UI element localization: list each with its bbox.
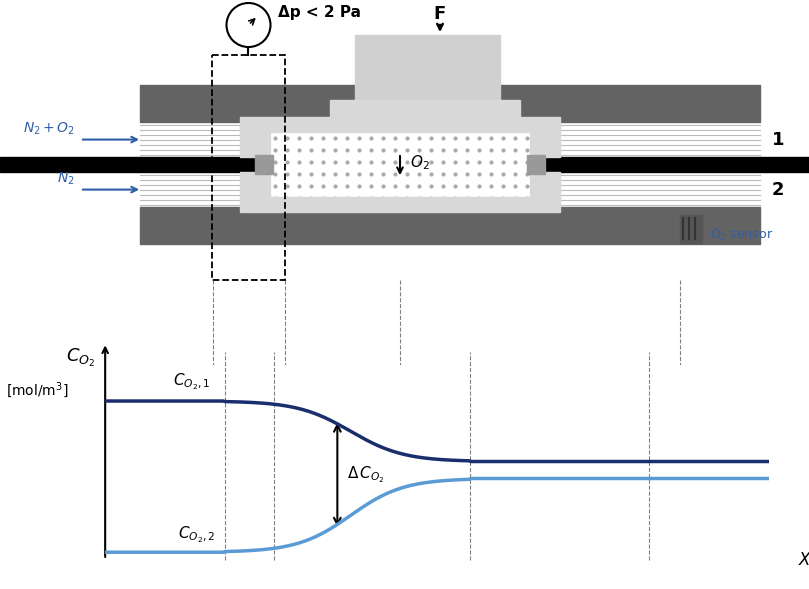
Text: F: F (434, 5, 446, 23)
Text: $N_2+O_2$: $N_2+O_2$ (23, 120, 75, 137)
Circle shape (227, 3, 270, 47)
Bar (530, 126, 560, 157)
Bar (140, 122, 760, 157)
Bar (240, 117, 560, 132)
Text: $O_2$ sensor: $O_2$ sensor (710, 227, 773, 243)
Bar (0, 157, 809, 172)
Bar (255, 155, 273, 174)
Bar (240, 197, 560, 212)
Bar (240, 172, 270, 203)
Text: 1: 1 (772, 131, 785, 148)
Text: $C_{O_2,1}$: $C_{O_2,1}$ (173, 371, 210, 392)
Bar (330, 100, 520, 122)
Bar (527, 155, 545, 174)
Text: $C_{O_2}$: $C_{O_2}$ (66, 346, 95, 369)
Bar (140, 172, 760, 207)
Bar (680, 215, 702, 243)
Bar (240, 126, 270, 157)
Text: $\Delta\,C_{O_2}$: $\Delta\,C_{O_2}$ (347, 465, 385, 485)
Bar (140, 207, 760, 244)
Bar (212, 55, 285, 280)
Bar (530, 172, 560, 203)
Text: $N_2$: $N_2$ (57, 170, 75, 187)
Text: X: X (798, 551, 809, 569)
Text: [mol/m$^3$]: [mol/m$^3$] (6, 380, 69, 400)
Bar (140, 85, 760, 122)
Text: Δp < 2 Pa: Δp < 2 Pa (278, 5, 362, 20)
Bar (355, 35, 500, 122)
Text: 2: 2 (772, 181, 785, 198)
Bar (270, 122, 530, 207)
Text: $C_{O_2,2}$: $C_{O_2,2}$ (178, 524, 215, 545)
Text: $O_2$: $O_2$ (410, 153, 430, 172)
